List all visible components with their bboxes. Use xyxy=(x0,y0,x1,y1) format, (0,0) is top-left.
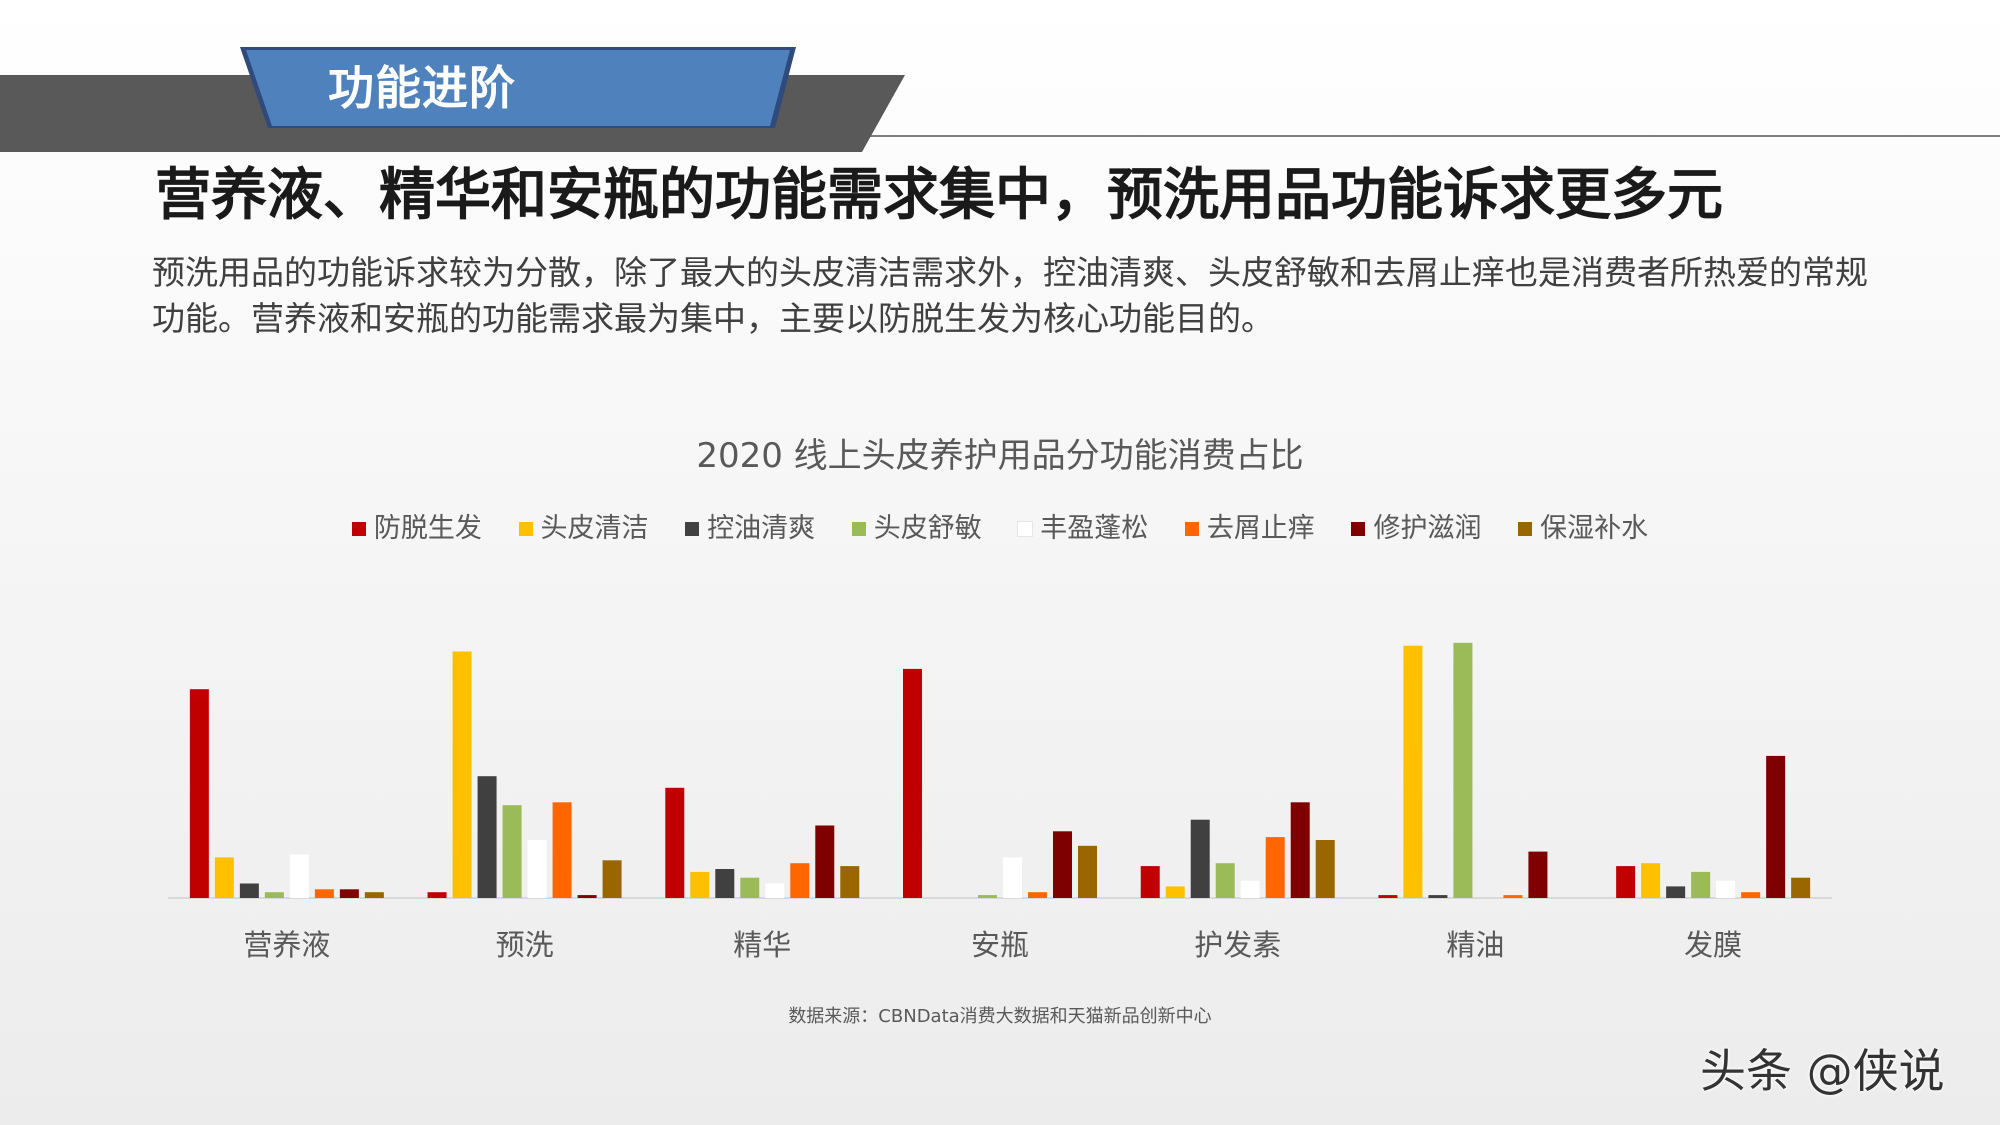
bar xyxy=(502,805,522,898)
bar xyxy=(427,892,447,898)
chart-legend: 防脱生发 头皮清洁 控油清爽 头皮舒敏 丰盈蓬松 去屑止痒 修护滋润 保湿补水 xyxy=(0,506,2000,545)
legend-label: 头皮清洁 xyxy=(540,513,649,544)
bar xyxy=(477,776,497,898)
bar xyxy=(1428,895,1448,898)
bar xyxy=(1666,886,1686,898)
page-headline: 营养液、精华和安瓶的功能需求集中，预洗用品功能诉求更多元 xyxy=(155,163,1723,228)
bar xyxy=(715,869,735,898)
watermark: 头条 @侠说 xyxy=(1700,1044,1945,1098)
bar xyxy=(289,854,309,898)
data-source-note: 数据来源：CBNData消费大数据和天猫新品创新中心 xyxy=(788,1006,1212,1027)
bar xyxy=(452,651,472,898)
header-band xyxy=(0,47,2000,152)
legend-swatch xyxy=(1184,522,1199,536)
legend-swatch xyxy=(518,522,533,536)
bar xyxy=(1766,755,1786,898)
legend-label: 防脱生发 xyxy=(373,513,482,544)
bar xyxy=(1378,895,1398,898)
bar xyxy=(1403,645,1423,898)
category-label: 精油 xyxy=(1446,928,1504,962)
category-label: 安瓶 xyxy=(971,928,1029,962)
bar xyxy=(665,787,685,898)
bar xyxy=(1028,892,1047,898)
legend-label: 控油清爽 xyxy=(707,513,816,544)
bar xyxy=(1140,866,1160,898)
legend-item: 去屑止痒 xyxy=(1184,506,1315,545)
legend-swatch xyxy=(351,522,366,536)
bar xyxy=(1453,642,1473,898)
bar-chart: 营养液 预洗 精华 安瓶 护发素 精油 发膜 xyxy=(168,642,1832,962)
bar xyxy=(1003,857,1022,898)
bar xyxy=(339,889,359,898)
category-label: 发膜 xyxy=(1684,928,1742,962)
category-label: 护发素 xyxy=(1194,928,1281,962)
legend-item: 头皮清洁 xyxy=(518,506,649,545)
bar xyxy=(527,840,547,898)
category-label: 精华 xyxy=(733,928,791,962)
legend-swatch xyxy=(1518,522,1533,536)
bar xyxy=(1791,877,1811,898)
bar xyxy=(552,802,572,898)
bar xyxy=(1290,802,1310,898)
bar xyxy=(903,668,922,898)
bar xyxy=(1240,880,1260,898)
legend-swatch xyxy=(1018,522,1033,536)
bar xyxy=(264,892,284,898)
bar xyxy=(765,883,785,898)
bar xyxy=(978,895,997,898)
legend-label: 头皮舒敏 xyxy=(873,513,982,544)
legend-item: 丰盈蓬松 xyxy=(1018,506,1148,545)
section-tab-label: 功能进阶 xyxy=(328,61,516,115)
bar xyxy=(740,877,760,898)
legend-label: 保湿补水 xyxy=(1540,513,1649,544)
legend-item: 控油清爽 xyxy=(685,506,815,545)
bar xyxy=(1528,851,1548,898)
bar xyxy=(1165,886,1185,898)
page-description: 预洗用品的功能诉求较为分散，除了最大的头皮清洁需求外，控油清爽、头皮舒敏和去屑止… xyxy=(152,253,1868,338)
legend-swatch xyxy=(851,522,866,536)
bar xyxy=(790,863,810,898)
category-label: 营养液 xyxy=(243,928,330,962)
bar xyxy=(189,689,209,898)
bar xyxy=(690,871,710,898)
bar xyxy=(1641,863,1661,898)
bar xyxy=(314,889,334,898)
bar xyxy=(577,895,597,898)
bar xyxy=(239,883,259,898)
bar xyxy=(1716,880,1736,898)
legend-item: 修护滋润 xyxy=(1351,506,1481,545)
bar xyxy=(1741,892,1761,898)
bar xyxy=(1215,863,1235,898)
legend-label: 丰盈蓬松 xyxy=(1040,513,1149,544)
bar xyxy=(1078,845,1097,898)
category-label: 预洗 xyxy=(496,928,554,962)
bar xyxy=(214,857,234,898)
legend-label: 去屑止痒 xyxy=(1206,513,1315,544)
legend-swatch xyxy=(685,522,700,536)
bar xyxy=(1053,831,1072,898)
bar xyxy=(602,860,622,898)
legend-item: 防脱生发 xyxy=(351,506,482,545)
legend-label: 修护滋润 xyxy=(1373,513,1482,544)
bar xyxy=(840,866,860,898)
legend-item: 保湿补水 xyxy=(1518,506,1648,545)
bar xyxy=(1190,819,1210,898)
bar xyxy=(1503,895,1523,898)
chart-title: 2020 线上头皮养护用品分功能消费占比 xyxy=(696,436,1304,476)
bar xyxy=(1691,871,1711,898)
bar xyxy=(1315,840,1335,898)
bar xyxy=(1616,866,1636,898)
legend-item: 头皮舒敏 xyxy=(851,506,982,545)
bar xyxy=(815,825,835,898)
legend-swatch xyxy=(1351,522,1366,536)
bar xyxy=(364,892,384,898)
bar xyxy=(1265,837,1285,898)
